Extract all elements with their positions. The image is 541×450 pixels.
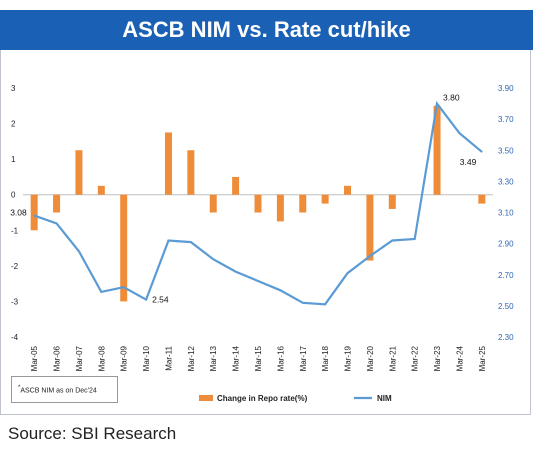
footnote-marker: * xyxy=(18,385,21,391)
nim-point xyxy=(436,102,438,105)
repo-bar xyxy=(388,194,396,209)
nim-point xyxy=(458,132,461,134)
x-tick-label: Mar-14 xyxy=(232,345,241,371)
nim-point xyxy=(212,258,215,260)
left-tick-label: 1 xyxy=(11,155,16,164)
nim-point xyxy=(413,238,416,240)
footnote: *ASCB NIM as on Dec'24 xyxy=(11,376,118,403)
right-tick-label: 2.50 xyxy=(498,302,514,311)
left-tick-label: -3 xyxy=(11,297,19,306)
x-tick-label: Mar-05 xyxy=(30,345,39,371)
x-tick-label: Mar-17 xyxy=(299,345,308,371)
nim-point xyxy=(481,151,483,153)
nim-point xyxy=(279,289,282,292)
nim-point xyxy=(55,222,58,225)
repo-bar xyxy=(232,176,240,195)
legend-bar-swatch xyxy=(199,395,213,401)
x-tick-label: Mar-11 xyxy=(164,345,173,370)
x-tick-label: Mar-07 xyxy=(75,345,84,371)
x-tick-label: Mar-06 xyxy=(53,345,62,371)
x-tick-label: Mar-12 xyxy=(187,345,196,371)
data-labels: 3.08 2.54 3.80 3.49 xyxy=(10,93,476,305)
repo-bar xyxy=(299,194,307,213)
x-tick-label: Mar-15 xyxy=(254,345,263,371)
nim-point xyxy=(78,250,80,253)
x-tick-label: Mar-24 xyxy=(455,345,464,371)
x-tick-label: Mar-09 xyxy=(120,345,129,371)
legend: Change in Repo rate(%) NIM xyxy=(199,394,392,403)
repo-bar xyxy=(433,105,441,195)
chart-title: ASCB NIM vs. Rate cut/hike xyxy=(0,10,533,50)
nim-point xyxy=(167,239,170,242)
repo-bar xyxy=(209,194,217,213)
right-tick-label: 3.70 xyxy=(498,115,514,124)
nim-data-label: 3.08 xyxy=(10,208,27,218)
x-tick-label: Mar-22 xyxy=(411,345,420,371)
nim-point xyxy=(257,280,259,282)
nim-point xyxy=(324,303,326,306)
repo-bar xyxy=(478,194,486,204)
x-tick-label: Mar-19 xyxy=(344,345,353,371)
nim-point xyxy=(369,255,371,257)
left-tick-label: 2 xyxy=(11,120,16,129)
footnote-text: ASCB NIM as on Dec'24 xyxy=(20,387,97,395)
left-tick-label: -2 xyxy=(11,262,19,271)
legend-line-label: NIM xyxy=(377,394,392,403)
chart-panel: 3 2 1 0 -1 -2 -3 -4 3.90 3.70 3.50 3.30 3.10 2.90 2.7… xyxy=(0,50,531,415)
nim-point xyxy=(33,214,35,217)
repo-bar xyxy=(75,150,83,195)
repo-bar xyxy=(30,194,38,231)
repo-bar xyxy=(187,150,195,195)
repo-bar xyxy=(344,185,352,195)
x-tick-label: Mar-13 xyxy=(209,345,218,371)
nim-point xyxy=(301,301,304,304)
x-axis-ticks: Mar-05 Mar-06 Mar-07 Mar-08 Mar-09 Mar-10 Mar-… xyxy=(30,345,487,371)
nim-point xyxy=(145,298,147,301)
right-tick-label: 3.10 xyxy=(498,209,514,218)
nim-data-label: 3.80 xyxy=(443,93,460,103)
x-tick-label: Mar-08 xyxy=(97,345,106,371)
repo-bar xyxy=(276,194,284,222)
repo-bar xyxy=(164,132,172,195)
x-tick-label: Mar-16 xyxy=(276,345,285,371)
chart-canvas: 3 2 1 0 -1 -2 -3 -4 3.90 3.70 3.50 3.30 3.10 2.90 2.7… xyxy=(10,84,514,403)
right-tick-label: 2.70 xyxy=(498,271,514,280)
left-tick-label: -1 xyxy=(11,226,19,235)
repo-bar xyxy=(53,194,61,213)
nim-points xyxy=(33,102,483,306)
left-axis-ticks: 3 2 1 0 -1 -2 -3 -4 xyxy=(11,84,19,342)
right-tick-label: 2.30 xyxy=(498,333,514,342)
x-tick-label: Mar-25 xyxy=(478,345,487,371)
right-tick-label: 3.30 xyxy=(498,177,514,186)
x-tick-label: Mar-20 xyxy=(366,345,375,371)
repo-bar xyxy=(120,194,128,302)
nim-point xyxy=(346,272,349,274)
repo-bar xyxy=(366,194,374,261)
left-tick-label: 0 xyxy=(11,191,16,200)
x-tick-label: Mar-23 xyxy=(433,345,442,371)
repo-bar xyxy=(254,194,262,213)
left-tick-label: 3 xyxy=(11,84,16,93)
nim-point xyxy=(122,286,125,288)
nim-point xyxy=(100,291,103,293)
repo-bar xyxy=(321,194,329,204)
right-axis-ticks: 3.90 3.70 3.50 3.30 3.10 2.90 2.70 2.50 2.30 xyxy=(498,84,514,342)
left-tick-label: -4 xyxy=(11,333,19,342)
x-tick-label: Mar-10 xyxy=(142,345,151,371)
nim-point xyxy=(391,239,394,242)
right-tick-label: 3.90 xyxy=(498,84,514,93)
x-tick-label: Mar-21 xyxy=(388,345,397,371)
repo-bar xyxy=(97,185,105,195)
nim-data-label: 3.49 xyxy=(460,157,477,167)
nim-point xyxy=(234,270,237,273)
nim-data-label: 2.54 xyxy=(152,295,169,305)
right-tick-label: 2.90 xyxy=(498,240,514,249)
repo-rate-bars xyxy=(30,105,486,302)
nim-point xyxy=(190,241,192,243)
x-tick-label: Mar-18 xyxy=(321,345,330,371)
source-note: Source: SBI Research xyxy=(8,424,177,443)
legend-bar-label: Change in Repo rate(%) xyxy=(217,394,308,403)
right-tick-label: 3.50 xyxy=(498,146,514,155)
